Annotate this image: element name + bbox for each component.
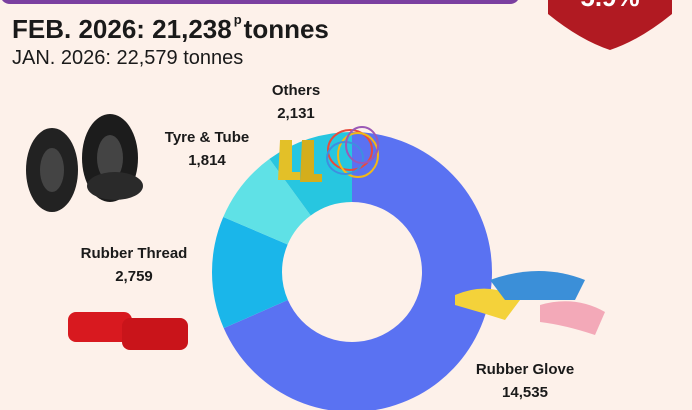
chart-title: FEB. 2026: 21,238 ptonnes [12, 12, 329, 44]
value-label: 14,535 [502, 384, 548, 401]
donut-segment [223, 158, 311, 245]
gloves-icon [455, 271, 605, 335]
title-suffix: tonnes [244, 14, 329, 44]
bands-icon [326, 126, 379, 178]
value-label: 1,814 [188, 152, 226, 169]
badge-text: 5.9% [580, 0, 639, 12]
boots-icon [278, 140, 322, 182]
chart-subtitle: JAN. 2026: 22,579 tonnes [12, 47, 243, 69]
title-main: FEB. 2026: 21,238 [12, 14, 232, 44]
title-mark: p [234, 12, 242, 27]
badge-shape [548, 0, 672, 50]
donut-segment [223, 132, 492, 410]
thread-icon [68, 312, 188, 350]
category-label: Rubber Glove [476, 361, 574, 378]
value-label: 2,759 [115, 268, 153, 285]
category-label: Others [272, 82, 320, 99]
donut-segment [212, 216, 288, 329]
banner [2, 0, 518, 4]
value-label: 2,131 [277, 105, 315, 122]
category-label: Tyre & Tube [165, 129, 249, 146]
category-label: Rubber Thread [81, 245, 188, 262]
tyre-icon [26, 114, 143, 212]
